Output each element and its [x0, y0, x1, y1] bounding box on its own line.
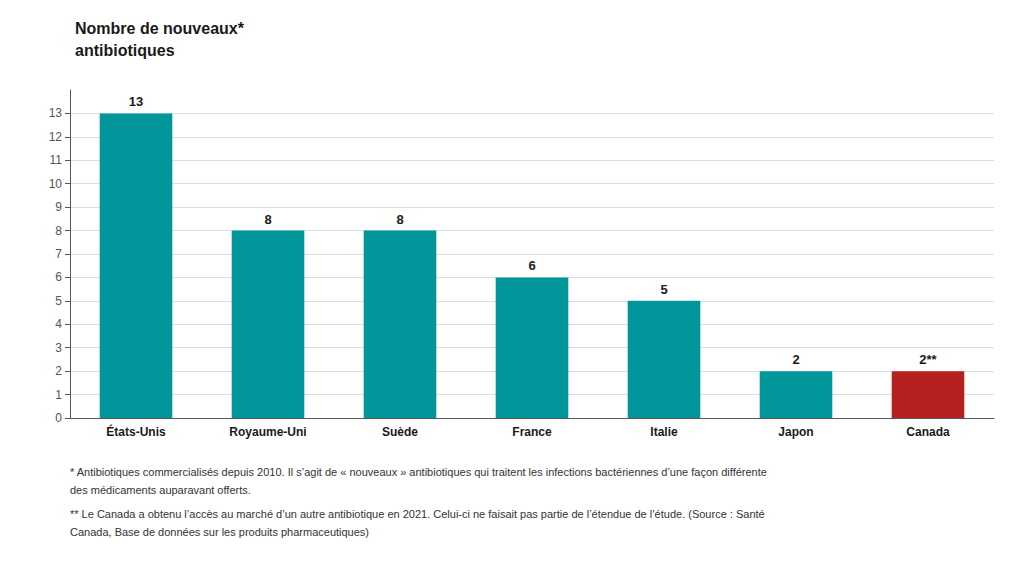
svg-text:2: 2 [55, 364, 62, 378]
svg-text:* Antibiotiques commercialisés: * Antibiotiques commercialisés depuis 20… [70, 466, 767, 478]
svg-text:0: 0 [55, 411, 62, 425]
svg-text:Italie: Italie [650, 425, 678, 439]
svg-text:Canada, Base de données sur le: Canada, Base de données sur les produits… [70, 526, 369, 538]
svg-text:12: 12 [49, 130, 63, 144]
svg-text:13: 13 [129, 94, 143, 109]
svg-text:8: 8 [264, 212, 271, 227]
svg-text:Canada: Canada [906, 425, 950, 439]
svg-text:des médicaments auparavant off: des médicaments auparavant offerts. [70, 484, 251, 496]
svg-text:Japon: Japon [778, 425, 813, 439]
svg-text:8: 8 [396, 212, 403, 227]
svg-text:10: 10 [49, 177, 63, 191]
svg-text:11: 11 [50, 153, 63, 167]
svg-text:2: 2 [792, 352, 799, 367]
svg-text:2**: 2** [919, 352, 937, 367]
svg-text:3: 3 [55, 341, 62, 355]
svg-text:États-Unis: États-Unis [106, 424, 166, 439]
svg-text:5: 5 [660, 282, 667, 297]
svg-text:9: 9 [55, 200, 62, 214]
svg-text:8: 8 [55, 224, 62, 238]
svg-text:6: 6 [55, 270, 62, 284]
svg-text:** Le Canada a obtenu l’accès: ** Le Canada a obtenu l’accès au marché … [70, 508, 765, 520]
svg-text:Nombre de nouveaux*: Nombre de nouveaux* [75, 20, 245, 37]
svg-text:antibiotiques: antibiotiques [75, 42, 175, 59]
svg-text:5: 5 [55, 294, 62, 308]
svg-text:France: France [512, 425, 552, 439]
svg-text:Suède: Suède [382, 425, 418, 439]
svg-text:1: 1 [55, 388, 62, 402]
svg-text:6: 6 [528, 258, 535, 273]
svg-text:7: 7 [55, 247, 62, 261]
svg-text:4: 4 [55, 317, 62, 331]
svg-text:Royaume-Uni: Royaume-Uni [229, 425, 306, 439]
svg-text:13: 13 [49, 106, 63, 120]
